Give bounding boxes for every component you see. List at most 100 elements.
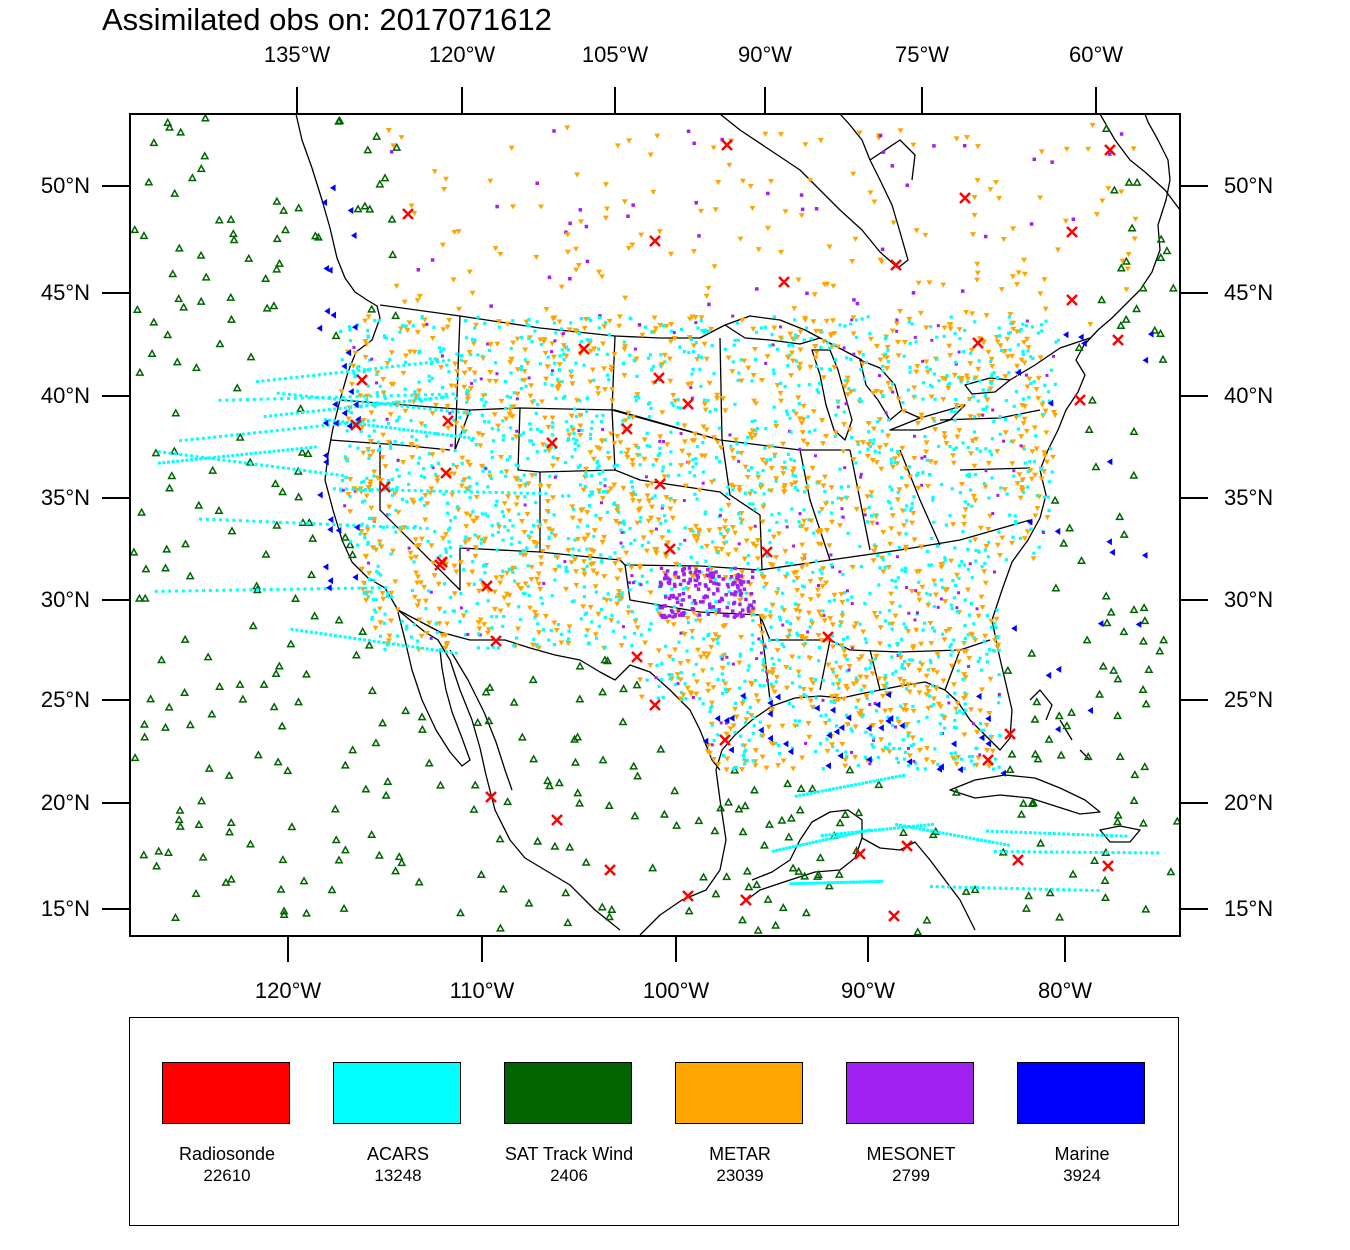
acars-marker [978, 721, 982, 726]
acars-marker [680, 697, 684, 702]
metar-marker [426, 620, 433, 626]
acars-marker [483, 420, 487, 424]
acars-marker [595, 466, 599, 470]
metar-marker [950, 453, 957, 459]
sat-wind-marker [330, 804, 340, 813]
mesonet-marker [683, 538, 687, 542]
metar-marker [590, 456, 597, 462]
mesonet-marker [736, 573, 740, 577]
metar-marker [667, 339, 674, 345]
acars-marker [241, 432, 245, 436]
sat-wind-marker [740, 801, 750, 810]
sat-wind-marker [1150, 325, 1160, 334]
acars-marker [801, 881, 805, 885]
metar-marker [579, 507, 586, 513]
acars-marker [798, 685, 802, 689]
acars-marker [952, 725, 957, 729]
acars-marker [425, 647, 429, 651]
metar-marker [681, 632, 688, 638]
acars-marker [724, 690, 728, 694]
acars-marker [831, 670, 835, 674]
acars-marker [603, 438, 608, 442]
acars-marker [963, 702, 967, 706]
metar-marker [661, 474, 668, 480]
mesonet-marker [708, 571, 713, 576]
acars-marker [871, 441, 875, 446]
acars-marker [430, 376, 434, 380]
acars-marker [472, 582, 476, 586]
metar-marker [418, 536, 425, 542]
metar-marker [1020, 421, 1027, 427]
acars-marker [252, 397, 256, 401]
acars-marker [1005, 830, 1009, 834]
acars-marker [886, 747, 890, 751]
mesonet-marker [353, 489, 357, 493]
metar-marker [798, 695, 805, 701]
acars-marker [784, 519, 788, 523]
metar-marker [720, 624, 727, 630]
metar-marker [504, 570, 511, 576]
acars-marker [295, 411, 299, 415]
acars-marker [891, 672, 895, 676]
acars-marker [664, 519, 668, 523]
sat-wind-marker [752, 880, 762, 889]
sat-wind-marker [581, 857, 591, 866]
acars-marker [935, 544, 939, 548]
acars-marker [636, 446, 640, 450]
mesonet-marker [821, 698, 825, 702]
sat-wind-marker [1155, 646, 1165, 655]
acars-marker [855, 880, 859, 884]
metar-marker [708, 700, 715, 706]
acars-marker [896, 490, 900, 495]
metar-marker [885, 380, 892, 386]
acars-marker [377, 586, 381, 590]
sat-wind-marker [283, 766, 293, 775]
metar-marker [841, 422, 848, 428]
metar-marker [651, 315, 658, 321]
acars-marker [253, 431, 257, 435]
mesonet-marker [920, 456, 924, 460]
acars-marker [620, 594, 624, 598]
mesonet-marker [750, 575, 755, 579]
acars-marker [298, 426, 302, 430]
mesonet-marker [712, 592, 716, 596]
acars-marker [828, 788, 832, 792]
acars-marker [410, 435, 414, 439]
metar-marker [1038, 476, 1045, 482]
acars-marker [481, 354, 485, 359]
acars-marker [355, 399, 359, 403]
metar-marker [857, 712, 864, 718]
metar-marker [910, 510, 917, 517]
acars-marker [303, 469, 307, 473]
acars-marker [585, 338, 589, 342]
acars-marker [518, 551, 522, 556]
acars-marker [311, 409, 315, 413]
sat-wind-marker [262, 303, 272, 312]
acars-marker [887, 643, 891, 648]
acars-marker [433, 357, 437, 361]
radiosonde-marker [490, 635, 502, 647]
metar-marker [668, 321, 675, 328]
mesonet-marker [665, 569, 670, 573]
sat-wind-marker [380, 173, 390, 182]
metar-marker [629, 493, 636, 499]
acars-marker [544, 443, 548, 447]
metar-marker [494, 341, 501, 347]
acars-marker [986, 388, 991, 392]
acars-marker [522, 473, 526, 477]
acars-marker [374, 610, 378, 614]
acars-marker [746, 435, 750, 439]
sat-wind-marker [1083, 752, 1093, 761]
metar-marker [684, 615, 691, 621]
acars-marker [660, 661, 664, 665]
sat-wind-marker [970, 885, 980, 894]
marine-marker [833, 728, 840, 736]
acars-marker [785, 846, 789, 850]
sat-wind-marker [1027, 648, 1037, 657]
metar-marker [1039, 402, 1046, 408]
metar-marker [895, 353, 902, 359]
acars-marker [1026, 485, 1030, 489]
acars-marker [789, 561, 794, 566]
metar-marker [653, 550, 660, 556]
metar-marker [755, 474, 762, 481]
